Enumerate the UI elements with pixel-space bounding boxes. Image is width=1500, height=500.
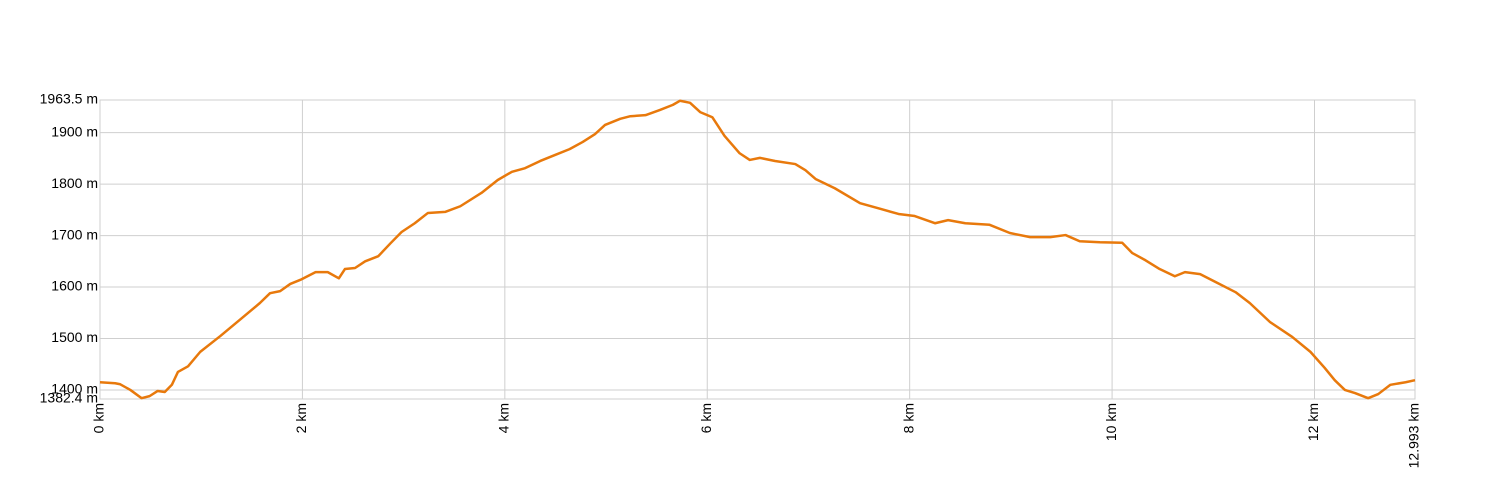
x-tick-label: 0 km [91, 403, 107, 433]
x-tick-label: 12 km [1305, 403, 1321, 441]
y-tick-label: 1500 m [51, 329, 98, 345]
y-tick-label: 1900 m [51, 123, 98, 139]
x-tick-label: 8 km [900, 403, 916, 433]
y-tick-label: 1800 m [51, 175, 98, 191]
x-tick-label: 10 km [1103, 403, 1119, 441]
y-tick-label: 1382.4 m [40, 390, 98, 406]
plot-border [99, 99, 1416, 400]
elevation-line [99, 99, 1416, 400]
y-tick-label: 1600 m [51, 278, 98, 294]
y-tick-label: 1963.5 m [40, 91, 98, 107]
x-tick-label: 2 km [293, 403, 309, 433]
x-tick-label: 12.993 km [1406, 403, 1422, 468]
y-tick-label: 1400 m [51, 381, 98, 397]
x-tick-label: 6 km [698, 403, 714, 433]
x-tick-label: 4 km [496, 403, 512, 433]
y-tick-label: 1700 m [51, 226, 98, 242]
